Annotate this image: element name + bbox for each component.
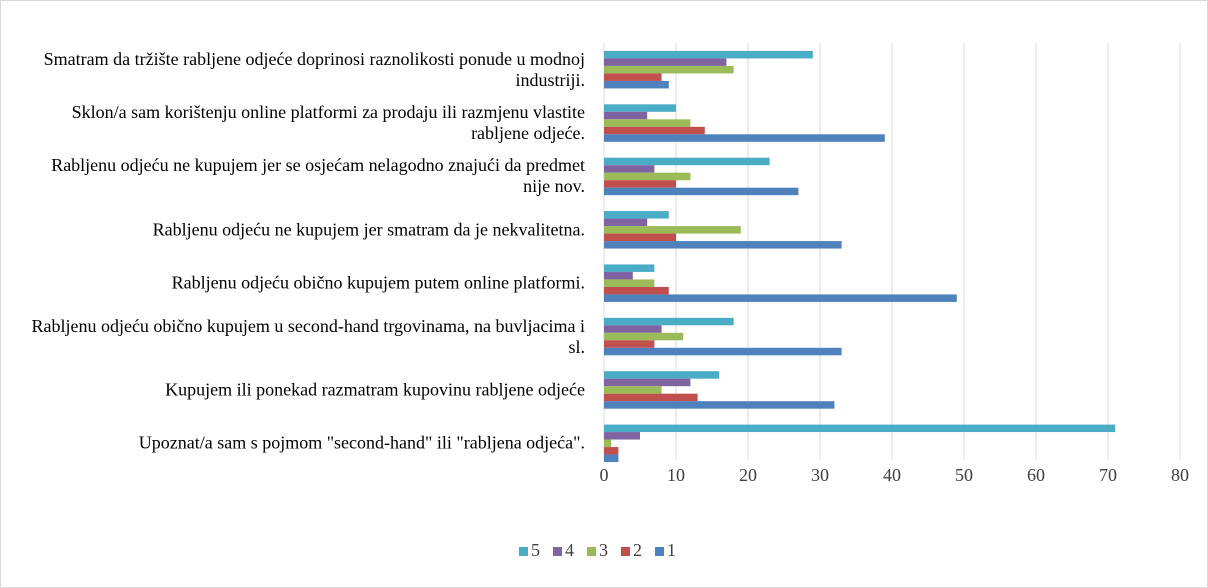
- bar: [604, 187, 799, 196]
- bar: [604, 347, 842, 356]
- y-tick-label: Rabljenu odjeću ne kupujem jer se osjeća…: [51, 155, 585, 197]
- x-tick-label: 80: [1171, 465, 1189, 485]
- bar: [604, 226, 741, 234]
- bar: [604, 65, 734, 74]
- bar: [604, 378, 691, 387]
- x-tick-label: 50: [955, 465, 973, 485]
- bar: [604, 126, 705, 135]
- bar: [604, 134, 885, 142]
- legend-swatch: [553, 547, 562, 556]
- bar: [604, 211, 669, 219]
- x-tick-label: 40: [883, 465, 901, 485]
- legend-label: 4: [565, 540, 574, 560]
- bar: [604, 393, 698, 402]
- bar: [604, 119, 691, 127]
- legend-label: 5: [531, 540, 540, 560]
- y-tick-label: Upoznat/a sam s pojmom "second-hand" ili…: [138, 432, 585, 453]
- bar: [604, 294, 957, 302]
- bar: [604, 371, 720, 379]
- y-tick-label: Rabljenu odjeću obično kupujem u second-…: [31, 315, 585, 357]
- y-tick-label: Rabljenu odjeću obično kupujem putem onl…: [171, 272, 585, 293]
- bar: [604, 317, 734, 326]
- legend-label: 2: [633, 540, 642, 560]
- y-tick-label: Rabljenu odjeću ne kupujem jer smatram d…: [152, 219, 585, 240]
- bar: [604, 386, 662, 394]
- y-tick-label: Kupujem ili ponekad razmatram kupovinu r…: [165, 379, 585, 400]
- bar: [604, 80, 669, 89]
- bar: [604, 180, 676, 188]
- legend-swatch: [621, 547, 630, 556]
- bar: [604, 241, 842, 249]
- x-tick-label: 70: [1099, 465, 1117, 485]
- bar: [604, 340, 655, 348]
- y-tick-label: Smatram da tržište rabljene odjeće dopri…: [43, 48, 585, 90]
- x-tick-label: 10: [667, 465, 685, 485]
- x-tick-label: 20: [739, 465, 757, 485]
- bar: [604, 424, 1116, 433]
- bar: [604, 332, 684, 341]
- bar: [604, 104, 676, 112]
- bar: [604, 218, 648, 227]
- bar: [604, 439, 612, 448]
- bar: [604, 325, 662, 333]
- x-tick-label: 60: [1027, 465, 1045, 485]
- bar: [604, 447, 619, 455]
- bar: [604, 50, 813, 59]
- y-tick-label: Sklon/a sam korištenju online platformi …: [71, 102, 585, 144]
- bar: [604, 73, 662, 81]
- legend-label: 3: [599, 540, 608, 560]
- bar: [604, 279, 655, 287]
- bar: [604, 401, 835, 409]
- legend-swatch: [655, 547, 664, 556]
- bar: [604, 286, 669, 295]
- legend-swatch: [519, 547, 528, 556]
- bar: [604, 58, 727, 66]
- bar: [604, 432, 640, 440]
- bar: [604, 157, 770, 166]
- bar: [604, 111, 648, 120]
- bar: [604, 271, 633, 280]
- bar: [604, 172, 691, 181]
- bar: [604, 454, 619, 463]
- bar: [604, 233, 676, 242]
- x-tick-label: 30: [811, 465, 829, 485]
- bar: [604, 165, 655, 173]
- legend-label: 1: [667, 540, 676, 560]
- bar: [604, 264, 655, 272]
- x-tick-label: 0: [600, 465, 609, 485]
- legend-swatch: [587, 547, 596, 556]
